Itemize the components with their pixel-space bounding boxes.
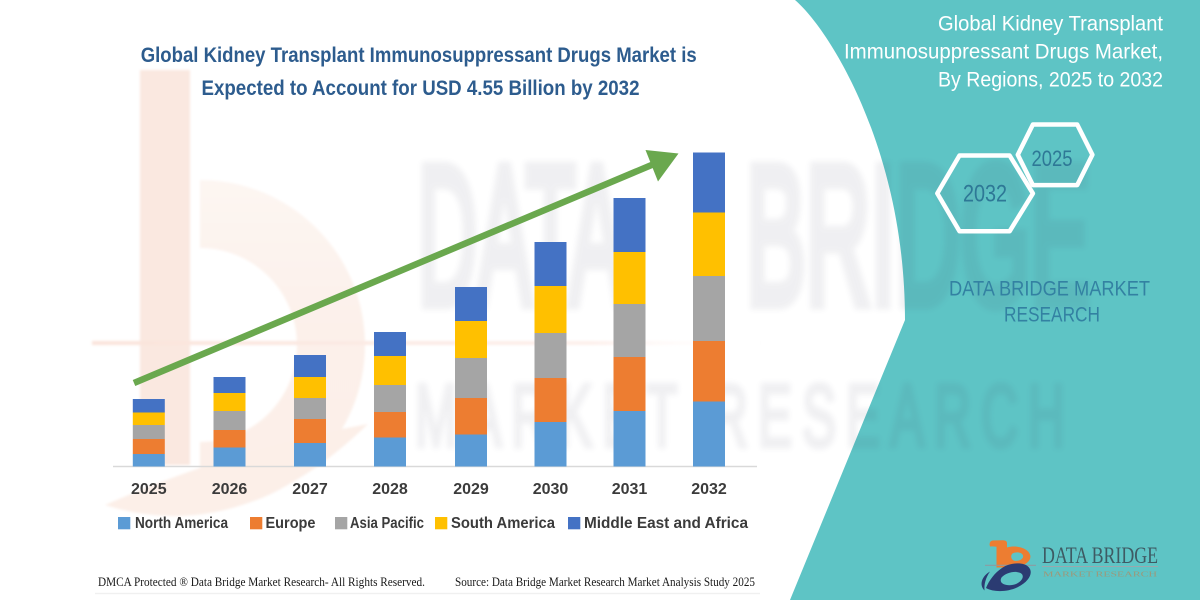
svg-text:2032: 2032 <box>963 181 1007 208</box>
svg-text:DATA BRIDGE: DATA BRIDGE <box>1042 543 1158 568</box>
svg-text:South America: South America <box>451 515 555 532</box>
svg-text:Immunosuppressant Drugs Market: Immunosuppressant Drugs Market, <box>844 41 1163 64</box>
svg-text:2030: 2030 <box>533 481 569 498</box>
svg-text:Source: Data Bridge Market Res: Source: Data Bridge Market Research Mark… <box>455 575 755 589</box>
svg-text:2025: 2025 <box>131 481 167 498</box>
svg-text:RESEARCH: RESEARCH <box>1004 304 1100 327</box>
svg-text:Global Kidney Transplant Immun: Global Kidney Transplant Immunosuppressa… <box>141 43 697 67</box>
svg-text:Europe: Europe <box>266 515 316 532</box>
svg-text:2025: 2025 <box>1032 146 1073 171</box>
svg-text:BRIDGE: BRIDGE <box>746 126 1090 345</box>
svg-text:DMCA Protected ® Data Bridge M: DMCA Protected ® Data Bridge Market Rese… <box>98 575 425 589</box>
svg-text:MARKET RESEARCH: MARKET RESEARCH <box>1043 570 1158 579</box>
svg-text:DATA: DATA <box>418 126 624 345</box>
svg-text:2032: 2032 <box>691 481 727 498</box>
svg-text:North America: North America <box>135 515 228 532</box>
svg-text:2028: 2028 <box>372 481 408 498</box>
svg-text:2027: 2027 <box>292 481 328 498</box>
svg-text:MARKET RESEARCH: MARKET RESEARCH <box>415 366 1075 465</box>
svg-text:Middle East and Africa: Middle East and Africa <box>584 515 748 532</box>
svg-text:By Regions, 2025 to 2032: By Regions, 2025 to 2032 <box>938 69 1163 92</box>
svg-text:Asia Pacific: Asia Pacific <box>350 515 424 532</box>
svg-text:2026: 2026 <box>212 481 248 498</box>
svg-text:DATA BRIDGE MARKET: DATA BRIDGE MARKET <box>949 278 1150 301</box>
svg-text:Global Kidney Transplant: Global Kidney Transplant <box>938 13 1163 36</box>
svg-text:Expected to Account for USD 4.: Expected to Account for USD 4.55 Billion… <box>202 76 640 100</box>
svg-text:2031: 2031 <box>612 481 648 498</box>
svg-text:2029: 2029 <box>453 481 489 498</box>
